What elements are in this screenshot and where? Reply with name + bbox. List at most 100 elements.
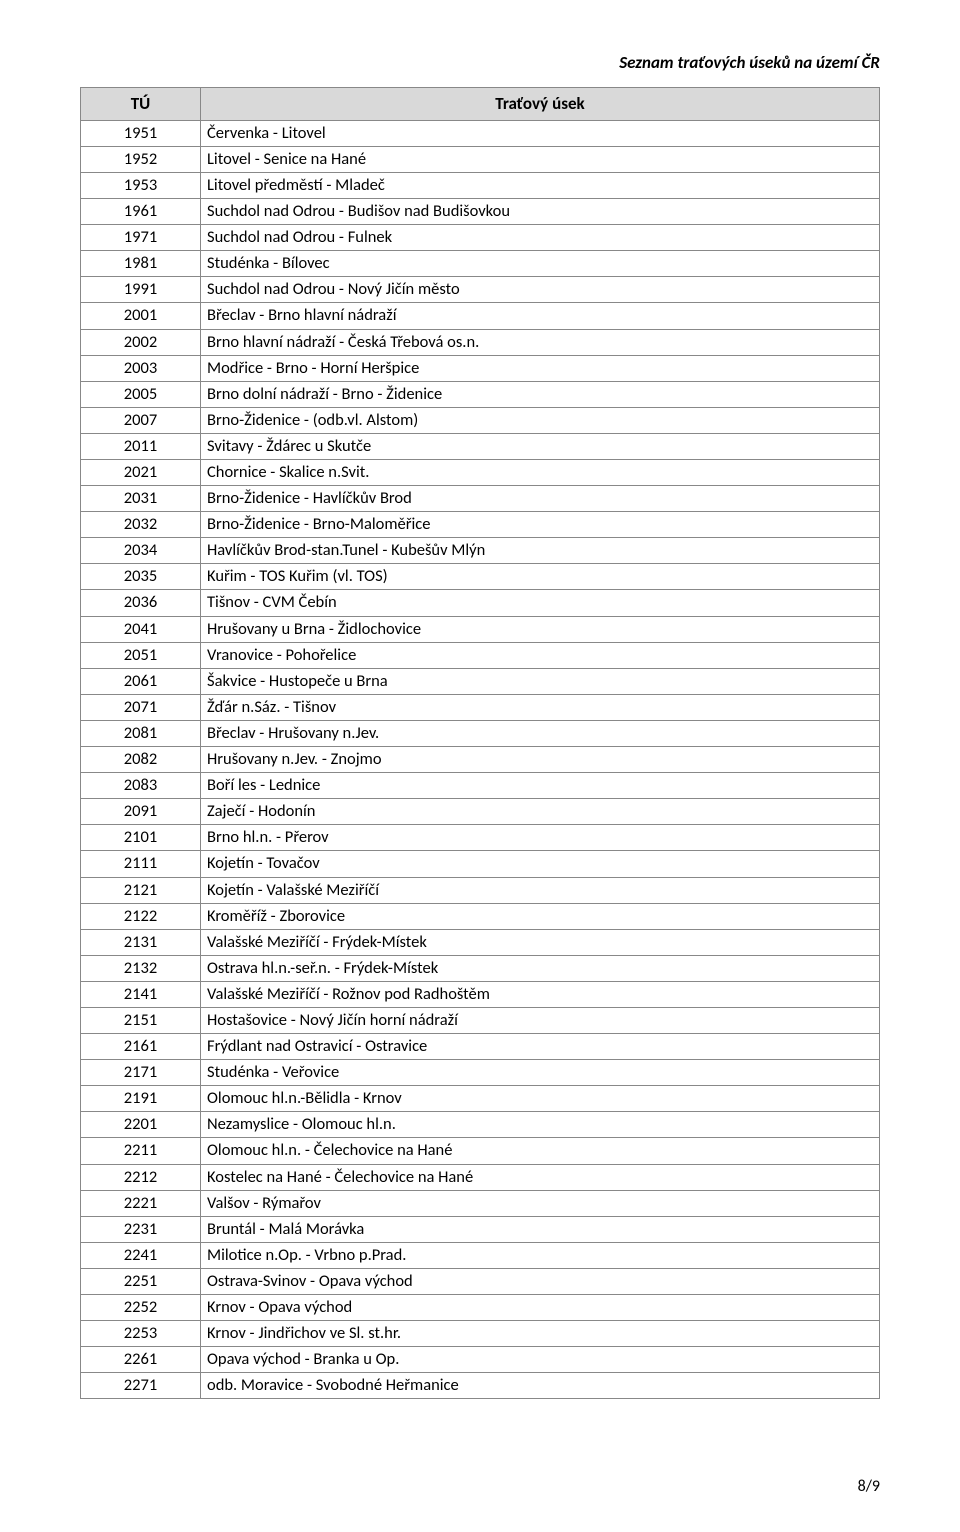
cell-tu: 1953 (81, 172, 201, 198)
table-row: 2132Ostrava hl.n.-seř.n. - Frýdek-Místek (81, 955, 880, 981)
cell-name: Valašské Meziříčí - Frýdek-Místek (201, 929, 880, 955)
cell-tu: 2231 (81, 1216, 201, 1242)
table-row: 2141Valašské Meziříčí - Rožnov pod Radho… (81, 981, 880, 1007)
page-number: 8/9 (858, 1477, 880, 1496)
cell-name: Břeclav - Brno hlavní nádraží (201, 303, 880, 329)
table-row: 2071Žďár n.Sáz. - Tišnov (81, 694, 880, 720)
cell-tu: 2034 (81, 538, 201, 564)
table-row: 2221Valšov - Rýmařov (81, 1190, 880, 1216)
table-row: 2252Krnov - Opava východ (81, 1295, 880, 1321)
table-row: 1953Litovel předměstí - Mladeč (81, 172, 880, 198)
cell-name: Žďár n.Sáz. - Tišnov (201, 694, 880, 720)
table-row: 1961Suchdol nad Odrou - Budišov nad Budi… (81, 199, 880, 225)
table-row: 2007Brno-Židenice - (odb.vl. Alstom) (81, 407, 880, 433)
table-row: 2041Hrušovany u Brna - Židlochovice (81, 616, 880, 642)
table-row: 2131Valašské Meziříčí - Frýdek-Místek (81, 929, 880, 955)
table-row: 2035Kuřim - TOS Kuřim (vl. TOS) (81, 564, 880, 590)
cell-tu: 2082 (81, 747, 201, 773)
table-row: 2191Olomouc hl.n.-Bělidla - Krnov (81, 1086, 880, 1112)
cell-name: Olomouc hl.n.-Bělidla - Krnov (201, 1086, 880, 1112)
cell-name: Litovel předměstí - Mladeč (201, 172, 880, 198)
cell-tu: 2061 (81, 668, 201, 694)
cell-name: Břeclav - Hrušovany n.Jev. (201, 720, 880, 746)
table-row: 2171Studénka - Veřovice (81, 1060, 880, 1086)
cell-name: Ostrava-Svinov - Opava východ (201, 1268, 880, 1294)
cell-name: Vranovice - Pohořelice (201, 642, 880, 668)
table-row: 2091Zaječí - Hodonín (81, 799, 880, 825)
cell-tu: 2091 (81, 799, 201, 825)
cell-name: Tišnov - CVM Čebín (201, 590, 880, 616)
table-row: 2151Hostašovice - Nový Jičín horní nádra… (81, 1007, 880, 1033)
cell-name: Modřice - Brno - Horní Heršpice (201, 355, 880, 381)
cell-tu: 1981 (81, 251, 201, 277)
cell-name: Kuřim - TOS Kuřim (vl. TOS) (201, 564, 880, 590)
cell-tu: 2271 (81, 1373, 201, 1399)
cell-name: Brno-Židenice - (odb.vl. Alstom) (201, 407, 880, 433)
table-row: 2083Boří les - Lednice (81, 773, 880, 799)
cell-name: Krnov - Opava východ (201, 1295, 880, 1321)
cell-name: Litovel - Senice na Hané (201, 146, 880, 172)
table-row: 2271odb. Moravice - Svobodné Heřmanice (81, 1373, 880, 1399)
cell-tu: 2071 (81, 694, 201, 720)
cell-tu: 2002 (81, 329, 201, 355)
table-row: 2101Brno hl.n. - Přerov (81, 825, 880, 851)
cell-tu: 2161 (81, 1034, 201, 1060)
table-row: 2003Modřice - Brno - Horní Heršpice (81, 355, 880, 381)
cell-name: Hrušovany n.Jev. - Znojmo (201, 747, 880, 773)
cell-tu: 2171 (81, 1060, 201, 1086)
table-row: 2005Brno dolní nádraží - Brno - Židenice (81, 381, 880, 407)
table-row: 2034Havlíčkův Brod-stan.Tunel - Kubešův … (81, 538, 880, 564)
table-row: 2021Chornice - Skalice n.Svit. (81, 460, 880, 486)
table-row: 2231Bruntál - Malá Morávka (81, 1216, 880, 1242)
cell-tu: 1971 (81, 225, 201, 251)
table-row: 2082Hrušovany n.Jev. - Znojmo (81, 747, 880, 773)
table-row: 2031Brno-Židenice - Havlíčkův Brod (81, 486, 880, 512)
cell-tu: 2032 (81, 512, 201, 538)
cell-tu: 2253 (81, 1321, 201, 1347)
track-sections-table: TÚ Traťový úsek 1951Červenka - Litovel19… (80, 87, 880, 1399)
cell-name: Valašské Meziříčí - Rožnov pod Radhoštěm (201, 981, 880, 1007)
cell-tu: 2041 (81, 616, 201, 642)
cell-tu: 2221 (81, 1190, 201, 1216)
cell-name: Kojetín - Tovačov (201, 851, 880, 877)
table-row: 2251Ostrava-Svinov - Opava východ (81, 1268, 880, 1294)
cell-name: Kojetín - Valašské Meziříčí (201, 877, 880, 903)
header-tu: TÚ (81, 88, 201, 121)
cell-name: Olomouc hl.n. - Čelechovice na Hané (201, 1138, 880, 1164)
cell-name: Boří les - Lednice (201, 773, 880, 799)
header-name: Traťový úsek (201, 88, 880, 121)
cell-name: Brno dolní nádraží - Brno - Židenice (201, 381, 880, 407)
cell-name: Svitavy - Ždárec u Skutče (201, 433, 880, 459)
cell-tu: 2201 (81, 1112, 201, 1138)
cell-tu: 2211 (81, 1138, 201, 1164)
cell-name: Bruntál - Malá Morávka (201, 1216, 880, 1242)
table-row: 2161Frýdlant nad Ostravicí - Ostravice (81, 1034, 880, 1060)
cell-tu: 1961 (81, 199, 201, 225)
table-row: 2211Olomouc hl.n. - Čelechovice na Hané (81, 1138, 880, 1164)
table-row: 2253Krnov - Jindřichov ve Sl. st.hr. (81, 1321, 880, 1347)
cell-tu: 2035 (81, 564, 201, 590)
cell-name: Krnov - Jindřichov ve Sl. st.hr. (201, 1321, 880, 1347)
table-row: 2201Nezamyslice - Olomouc hl.n. (81, 1112, 880, 1138)
cell-name: Brno hl.n. - Přerov (201, 825, 880, 851)
table-row: 2241Milotice n.Op. - Vrbno p.Prad. (81, 1242, 880, 1268)
table-row: 1991Suchdol nad Odrou - Nový Jičín město (81, 277, 880, 303)
cell-name: Brno-Židenice - Brno-Maloměřice (201, 512, 880, 538)
cell-tu: 1952 (81, 146, 201, 172)
cell-name: Suchdol nad Odrou - Budišov nad Budišovk… (201, 199, 880, 225)
cell-tu: 2132 (81, 955, 201, 981)
cell-name: Frýdlant nad Ostravicí - Ostravice (201, 1034, 880, 1060)
cell-tu: 2121 (81, 877, 201, 903)
table-row: 2061Šakvice - Hustopeče u Brna (81, 668, 880, 694)
cell-tu: 2001 (81, 303, 201, 329)
cell-name: Nezamyslice - Olomouc hl.n. (201, 1112, 880, 1138)
cell-name: Opava východ - Branka u Op. (201, 1347, 880, 1373)
cell-tu: 2261 (81, 1347, 201, 1373)
table-row: 2081Břeclav - Hrušovany n.Jev. (81, 720, 880, 746)
cell-tu: 2141 (81, 981, 201, 1007)
cell-name: Chornice - Skalice n.Svit. (201, 460, 880, 486)
cell-tu: 2036 (81, 590, 201, 616)
table-row: 1952Litovel - Senice na Hané (81, 146, 880, 172)
cell-tu: 2081 (81, 720, 201, 746)
table-row: 1951Červenka - Litovel (81, 120, 880, 146)
